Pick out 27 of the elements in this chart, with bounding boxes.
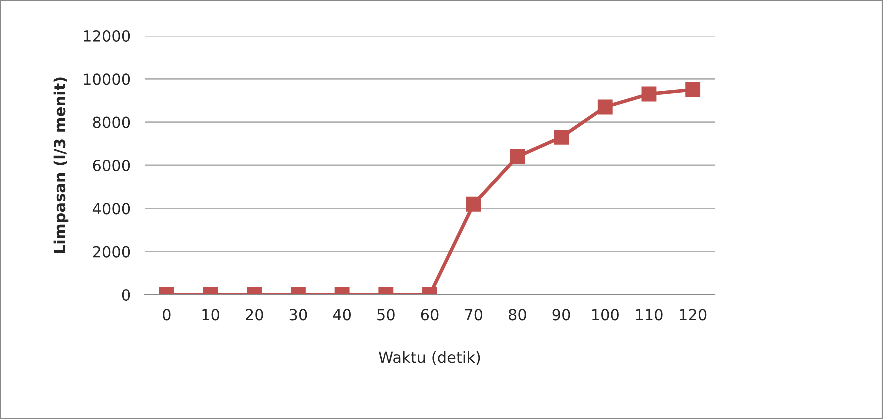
x-tick-label: 90 xyxy=(552,309,570,321)
point xyxy=(686,82,701,98)
point xyxy=(554,130,570,145)
y-tick-label: 12000 xyxy=(84,30,130,42)
y-tick-label: 2000 xyxy=(93,246,130,258)
point xyxy=(510,149,526,164)
x-tick-label: 120 xyxy=(680,309,707,321)
y-axis-title: Limpasan (l/3 menit) xyxy=(54,78,69,254)
x-tick-label: 70 xyxy=(465,309,483,321)
x-tick-label: 20 xyxy=(246,309,264,321)
x-tick-label: 100 xyxy=(592,309,619,321)
y-tick-label: 10000 xyxy=(84,74,130,86)
y-tick-label: 6000 xyxy=(93,160,130,172)
x-tick-label: 0 xyxy=(163,309,171,321)
y-tick-label: 8000 xyxy=(93,116,130,128)
point xyxy=(642,86,657,102)
y-tick-label: 4000 xyxy=(92,203,130,215)
y-tick-label: 0 xyxy=(122,289,130,302)
x-tick-label: 60 xyxy=(421,309,439,321)
x-tick-label: 50 xyxy=(378,309,395,321)
x-tick-label: 80 xyxy=(509,309,526,321)
x-tick-label: 30 xyxy=(290,309,308,321)
point xyxy=(598,100,613,115)
x-tick-label: 40 xyxy=(333,309,352,321)
x-tick-label: 10 xyxy=(202,309,220,321)
x-tick-label: 110 xyxy=(636,309,663,321)
x-axis-title: Waktu (detik) xyxy=(379,351,480,366)
